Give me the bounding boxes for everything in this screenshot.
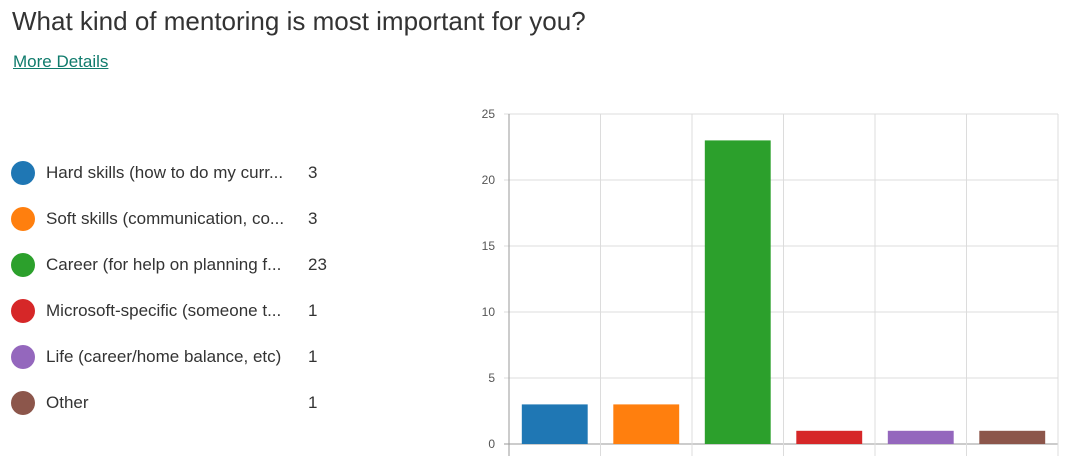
- legend-label: Other: [46, 393, 89, 412]
- more-details-link[interactable]: More Details: [13, 52, 109, 71]
- chart-grid: [504, 113, 1059, 456]
- legend-count: 1: [308, 301, 318, 320]
- legend-item: Microsoft-specific (someone t... 1: [11, 288, 351, 334]
- y-tick-label: 15: [482, 239, 496, 253]
- bar-chart: 0 5 10 15 20 25: [482, 107, 1059, 456]
- legend-swatch: [11, 345, 35, 369]
- legend-swatch: [11, 161, 35, 185]
- legend-swatch: [11, 207, 35, 231]
- legend-item: Other 1: [11, 380, 351, 426]
- bar: [796, 430, 863, 444]
- y-tick-label: 5: [488, 371, 495, 385]
- legend-count: 3: [308, 163, 318, 182]
- chart-bars: [521, 140, 1046, 444]
- legend-count: 1: [308, 393, 318, 412]
- legend-swatch: [11, 253, 35, 277]
- legend-swatch: [11, 299, 35, 323]
- y-tick-label: 10: [482, 305, 496, 319]
- legend-label: Hard skills (how to do my curr...: [46, 163, 284, 182]
- legend-label: Career (for help on planning f...: [46, 255, 282, 274]
- legend-label: Microsoft-specific (someone t...: [46, 301, 282, 320]
- y-tick-label: 20: [482, 173, 496, 187]
- y-tick-label: 25: [482, 107, 496, 121]
- bar: [613, 404, 680, 444]
- bar: [521, 404, 588, 444]
- chart-axis: 0 5 10 15 20 25: [482, 107, 496, 451]
- legend-count: 23: [308, 255, 327, 274]
- chart-legend: Hard skills (how to do my curr... 3 Soft…: [11, 150, 351, 426]
- legend-count: 3: [308, 209, 318, 228]
- page-title: What kind of mentoring is most important…: [12, 6, 586, 36]
- legend-item: Hard skills (how to do my curr... 3: [11, 150, 351, 196]
- legend-swatch: [11, 391, 35, 415]
- legend-item: Life (career/home balance, etc) 1: [11, 334, 351, 380]
- bar: [887, 430, 954, 444]
- bar: [979, 430, 1046, 444]
- legend-label: Life (career/home balance, etc): [46, 347, 282, 366]
- legend-count: 1: [308, 347, 318, 366]
- legend-label: Soft skills (communication, co...: [46, 209, 285, 228]
- legend-item: Career (for help on planning f... 23: [11, 242, 351, 288]
- y-tick-label: 0: [488, 437, 495, 451]
- legend-item: Soft skills (communication, co... 3: [11, 196, 351, 242]
- bar: [704, 140, 771, 444]
